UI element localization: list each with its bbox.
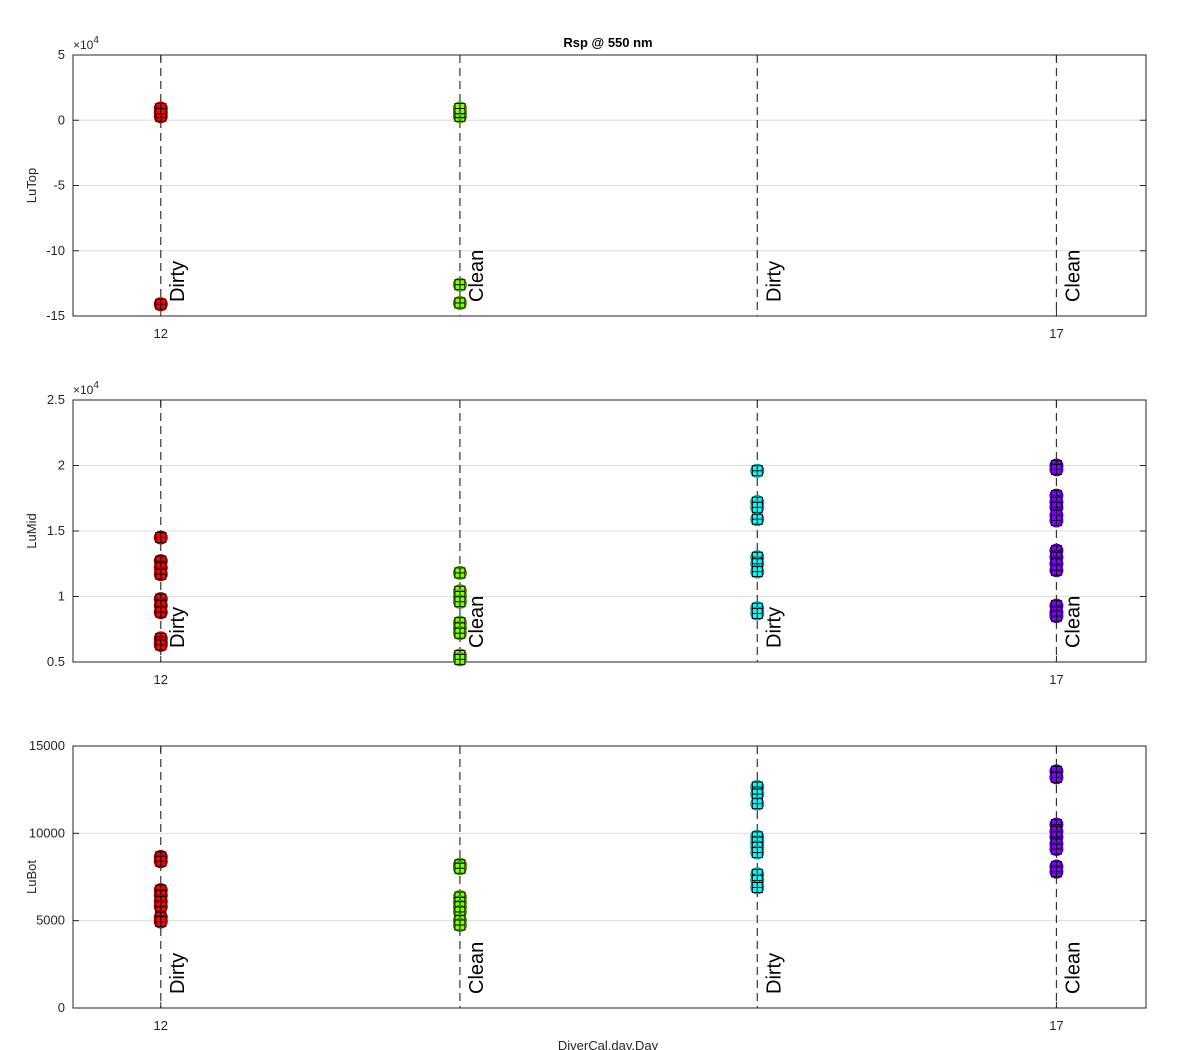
chart-title: Rsp @ 550 nm xyxy=(563,35,652,50)
y-tick-label: -15 xyxy=(46,308,65,323)
y-tick-label: 2 xyxy=(58,458,65,473)
y-tick-label: 15000 xyxy=(29,738,65,753)
x-tick-label: 12 xyxy=(154,326,168,341)
event-annotation: Clean xyxy=(1062,942,1084,994)
y-tick-label: 0 xyxy=(58,112,65,127)
y-axis-label: LuTop xyxy=(24,168,39,203)
event-annotation: Dirty xyxy=(763,953,785,994)
event-annotation: Dirty xyxy=(167,953,189,994)
event-annotation: Clean xyxy=(1062,596,1084,648)
event-annotation: Dirty xyxy=(167,607,189,648)
y-tick-label: 5000 xyxy=(36,913,65,928)
y-tick-label: 1.5 xyxy=(47,523,65,538)
event-annotation: Clean xyxy=(1062,250,1084,302)
y-tick-label: 5 xyxy=(58,47,65,62)
x-tick-label: 17 xyxy=(1049,326,1063,341)
y-tick-label: 2.5 xyxy=(47,392,65,407)
y-tick-label: 0 xyxy=(58,1000,65,1015)
x-axis-label: DiverCal.day.Day xyxy=(558,1038,659,1050)
event-annotation: Dirty xyxy=(167,261,189,302)
y-exponent-label: ×104 xyxy=(73,380,99,397)
y-tick-label: -5 xyxy=(53,178,65,193)
y-tick-label: 10000 xyxy=(29,825,65,840)
y-exponent-label: ×104 xyxy=(73,35,99,52)
event-annotation: Dirty xyxy=(763,261,785,302)
y-tick-label: -10 xyxy=(46,243,65,258)
axes-box xyxy=(72,745,1147,1009)
event-annotation: Clean xyxy=(466,596,488,648)
event-annotation: Clean xyxy=(466,250,488,302)
x-tick-label: 12 xyxy=(154,672,168,687)
x-tick-label: 17 xyxy=(1049,672,1063,687)
y-tick-label: 0.5 xyxy=(47,654,65,669)
y-tick-label: 1 xyxy=(58,589,65,604)
y-axis-label: LuMid xyxy=(24,513,39,548)
x-tick-label: 12 xyxy=(154,1018,168,1033)
x-tick-label: 17 xyxy=(1049,1018,1063,1033)
event-annotation: Dirty xyxy=(763,607,785,648)
y-axis-label: LuBot xyxy=(24,860,39,894)
event-annotation: Clean xyxy=(466,942,488,994)
